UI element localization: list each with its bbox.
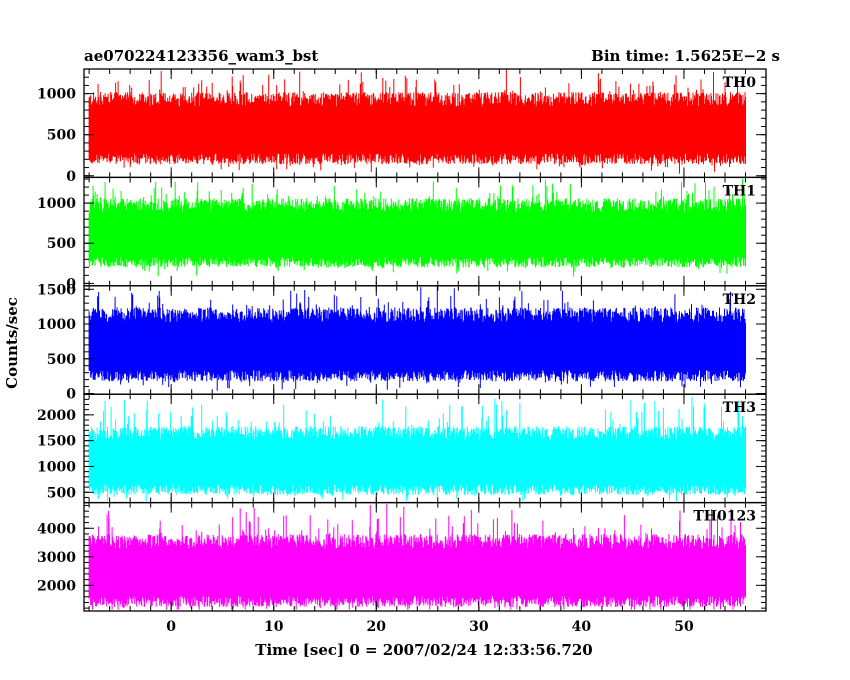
panel-label-th0: TH0 bbox=[723, 75, 757, 91]
x-tick-label: 40 bbox=[572, 619, 592, 635]
y-tick-label-th2: 1500 bbox=[37, 282, 76, 298]
y-tick-label-th1: 0 bbox=[66, 276, 76, 292]
y-tick-label-th0: 1000 bbox=[37, 87, 76, 103]
panel-label-th3: TH3 bbox=[723, 400, 756, 416]
y-tick-label-th0: 500 bbox=[47, 128, 76, 144]
panel-label-th1: TH1 bbox=[723, 183, 756, 199]
x-tick-label: 10 bbox=[264, 619, 284, 635]
x-axis-label: Time [sec] 0 = 2007/02/24 12:33:56.720 bbox=[255, 641, 592, 659]
y-tick-label-th3: 2000 bbox=[37, 408, 76, 424]
panel-label-th0123: TH0123 bbox=[693, 509, 756, 525]
chart-title-left: ae070224123356_wam3_bst bbox=[84, 47, 318, 65]
series-line-th0 bbox=[88, 69, 746, 174]
y-tick-label-th0: 0 bbox=[66, 169, 76, 185]
chart-title-right: Bin time: 1.5625E−2 s bbox=[591, 47, 780, 65]
y-tick-label-th1: 1000 bbox=[37, 196, 76, 212]
series-line-th1 bbox=[88, 178, 746, 277]
y-tick-label-th1: 500 bbox=[47, 236, 76, 252]
x-tick-label: 50 bbox=[674, 619, 694, 635]
x-tick-label: 0 bbox=[166, 619, 176, 635]
panel-label-th2: TH2 bbox=[723, 292, 756, 308]
y-tick-label-th2: 500 bbox=[47, 352, 76, 368]
series-line-th3 bbox=[88, 396, 746, 502]
x-tick-label: 20 bbox=[367, 619, 387, 635]
y-tick-label-th3: 1000 bbox=[37, 459, 76, 475]
y-tick-label-th2: 1000 bbox=[37, 317, 76, 333]
y-tick-label-th0123: 4000 bbox=[37, 521, 76, 537]
y-tick-label-th0123: 3000 bbox=[37, 550, 76, 566]
series-line-th2 bbox=[88, 286, 746, 391]
y-tick-label-th2: 0 bbox=[66, 387, 76, 403]
y-tick-label-th3: 500 bbox=[47, 485, 76, 501]
y-tick-label-th0123: 2000 bbox=[37, 578, 76, 594]
y-axis-label: Counts/sec bbox=[3, 297, 21, 389]
panels-group: 05001000TH005001000TH1050010001500TH2500… bbox=[37, 68, 767, 635]
y-tick-label-th3: 1500 bbox=[37, 434, 76, 450]
series-line-th0123 bbox=[88, 504, 746, 610]
x-tick-label: 30 bbox=[469, 619, 489, 635]
